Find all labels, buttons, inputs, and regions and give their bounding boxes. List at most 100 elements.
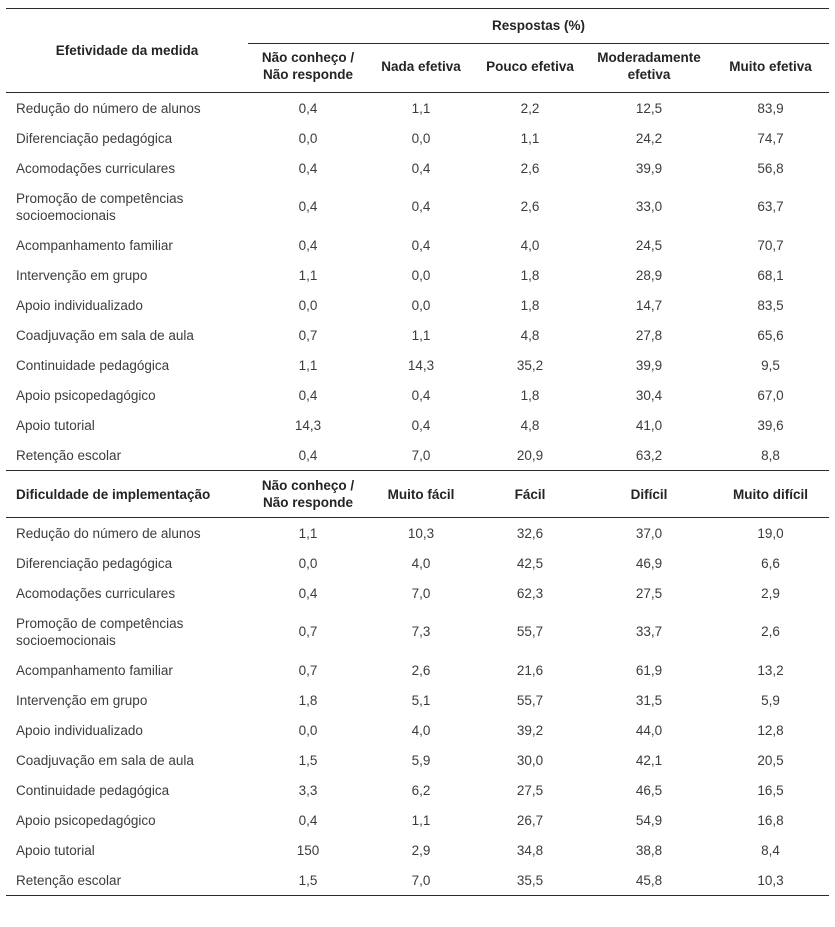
cell-value: 39,6 [757,417,784,433]
cell-value: 1,1 [411,100,431,116]
cell-value: 32,6 [516,525,544,541]
row-label: Promoção de competências socioemocionais [16,190,184,223]
table-row: Coadjuvação em sala de aula 1,5 5,9 30,0 42,… [6,745,829,775]
effectiveness-difficulty-table: Efetividade da medida Respostas (%) Não … [6,8,830,896]
cell-value: 27,5 [516,782,544,798]
cell-value: 27,8 [635,327,663,343]
cell-value: 1,1 [411,812,431,828]
cell-value: 0,4 [411,387,431,403]
cell-value: 46,5 [635,782,663,798]
cell-value: 12,5 [635,100,663,116]
cell-value: 0,4 [298,447,318,463]
row-label: Apoio psicopedagógico [16,387,156,403]
cell-value: 46,9 [635,555,663,571]
cell-value: 1,1 [298,267,318,283]
row-label: Redução do número de alunos [16,100,201,116]
cell-value: 6,2 [411,782,431,798]
cell-value: 63,2 [635,447,663,463]
cell-value: 14,7 [635,297,663,313]
cell-value: 0,7 [298,624,318,639]
spanner-row: Efetividade da medida Respostas (%) [6,8,830,93]
row-label: Intervenção em grupo [16,267,148,283]
column-header: Muito fácil [368,470,474,518]
cell-value: 16,5 [757,782,784,798]
cell-value: 39,9 [635,160,663,176]
cell-value: 0,4 [411,199,431,214]
row-label: Promoção de competências socioemocionais [16,615,184,648]
cell-value: 4,0 [411,555,431,571]
table-row: Coadjuvação em sala de aula 0,7 1,1 4,8 27,8… [6,320,829,350]
cell-value: 0,7 [298,662,318,678]
section-1-title: Efetividade da medida [6,8,248,93]
table-row: Intervenção em grupo 1,1 0,0 1,8 28,9 68,1 [6,260,829,290]
cell-value: 2,9 [761,585,780,601]
cell-value: 14,3 [407,357,435,373]
row-label: Coadjuvação em sala de aula [16,327,194,343]
row-label: Continuidade pedagógica [16,782,170,798]
table-row: Acompanhamento familiar 0,4 0,4 4,0 24,5 70,7 [6,230,829,260]
column-header: Não conheço / Não responde [248,43,368,93]
table-row: Promoção de competências socioemocionais… [6,183,829,230]
cell-value: 2,6 [520,199,540,214]
table-row: Apoio individualizado 0,0 0,0 1,8 14,7 83,5 [6,290,829,320]
cell-value: 21,6 [516,662,544,678]
cell-value: 7,0 [411,447,431,463]
cell-value: 83,5 [757,297,784,313]
cell-value: 16,8 [757,812,784,828]
cell-value: 10,3 [407,525,435,541]
cell-value: 1,1 [520,130,540,146]
row-label: Acompanhamento familiar [16,662,173,678]
row-label: Apoio individualizado [16,722,143,738]
column-header: Difícil [586,470,712,518]
cell-value: 63,7 [757,199,784,214]
cell-value: 0,4 [411,237,431,253]
cell-value: 1,5 [298,872,318,888]
table-row: Continuidade pedagógica 1,1 14,3 35,2 39,9 9,… [6,350,829,380]
cell-value: 19,0 [757,525,784,541]
section-2-head: Dificuldade de implementação Não conheço… [6,470,830,518]
cell-value: 33,7 [635,624,663,639]
cell-value: 14,3 [294,417,322,433]
table-row: Promoção de competências socioemocionais… [6,608,829,655]
cell-value: 31,5 [635,692,663,708]
cell-value: 1,8 [520,267,540,283]
cell-value: 68,1 [757,267,784,283]
cell-value: 62,3 [516,585,544,601]
cell-value: 1,8 [520,297,540,313]
cell-value: 2,6 [411,662,431,678]
cell-value: 0,4 [298,387,318,403]
cell-value: 20,9 [516,447,544,463]
row-label: Acomodações curriculares [16,160,176,176]
cell-value: 2,6 [761,624,780,639]
cell-value: 1,1 [298,525,318,541]
table-row: Apoio psicopedagógico 0,4 0,4 1,8 30,4 67,0 [6,380,829,410]
table-row: Apoio tutorial 150 2,9 34,8 38,8 8,4 [6,835,829,865]
cell-value: 0,0 [411,267,431,283]
cell-value: 67,0 [757,387,784,403]
cell-value: 38,8 [635,842,663,858]
cell-value: 28,9 [635,267,663,283]
cell-value: 0,4 [411,160,431,176]
table-row: Retenção escolar 1,5 7,0 35,5 45,8 10,3 [6,865,829,896]
section-2-body: Redução do número de alunos 1,1 10,3 32,6 37… [6,518,829,896]
table-row: Redução do número de alunos 0,4 1,1 2,2 12,5… [6,93,829,124]
cell-value: 2,6 [520,160,540,176]
column-header: Moderadamente efetiva [586,43,712,93]
cell-value: 0,0 [298,130,318,146]
cell-value: 0,4 [411,417,431,433]
table-row: Apoio psicopedagógico 0,4 1,1 26,7 54,9 16,8 [6,805,829,835]
cell-value: 41,0 [635,417,663,433]
cell-value: 4,8 [520,327,540,343]
row-label: Diferenciação pedagógica [16,555,173,571]
cell-value: 8,8 [761,447,780,463]
cell-value: 2,9 [411,842,431,858]
cell-value: 0,4 [298,160,318,176]
table-row: Diferenciação pedagógica 0,0 0,0 1,1 24,2 74,… [6,123,829,153]
cell-value: 33,0 [635,199,663,214]
cell-value: 7,0 [411,585,431,601]
cell-value: 6,6 [761,555,780,571]
cell-value: 37,0 [635,525,663,541]
cell-value: 54,9 [635,812,663,828]
cell-value: 39,9 [635,357,663,373]
